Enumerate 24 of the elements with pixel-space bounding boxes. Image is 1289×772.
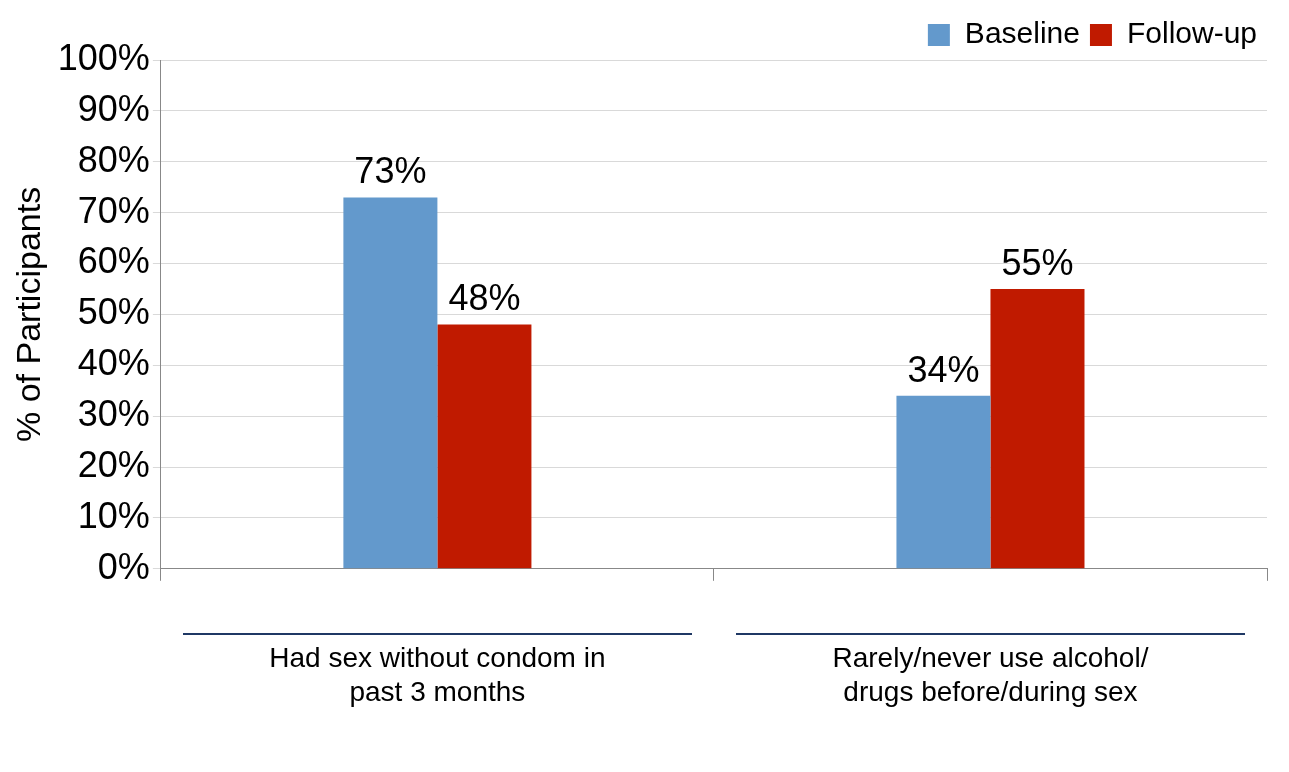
y-tick-label: 30% bbox=[77, 393, 150, 435]
y-tick-label: 70% bbox=[77, 189, 150, 231]
legend-label: Baseline bbox=[964, 16, 1080, 50]
x-tick-label: Had sex without condom in past 3 months bbox=[269, 642, 606, 707]
y-tick-label: 90% bbox=[77, 87, 150, 129]
y-tick-label: 40% bbox=[77, 342, 150, 384]
y-tick-label: 50% bbox=[77, 291, 150, 333]
text: 48% bbox=[448, 277, 521, 319]
y-tick-label: 60% bbox=[77, 240, 150, 282]
text: 55% bbox=[1001, 241, 1074, 283]
bar bbox=[437, 324, 532, 569]
y-tick-label: 100% bbox=[57, 36, 150, 78]
x-tick-label: Rarely/never use alcohol/drugs before/during sex bbox=[832, 642, 1149, 707]
bar bbox=[896, 395, 991, 569]
bar bbox=[343, 197, 438, 569]
y-tick-label: 80% bbox=[77, 138, 150, 180]
text: 73% bbox=[354, 150, 427, 192]
y-tick-label: 0% bbox=[97, 545, 150, 587]
y-tick-label: 20% bbox=[77, 443, 150, 485]
legend-label: Follow-up bbox=[1126, 16, 1258, 50]
bar bbox=[990, 288, 1085, 569]
y-tick-label: 10% bbox=[77, 494, 150, 536]
y-axis-title: % of Participants bbox=[8, 186, 47, 442]
text: 34% bbox=[907, 348, 980, 390]
